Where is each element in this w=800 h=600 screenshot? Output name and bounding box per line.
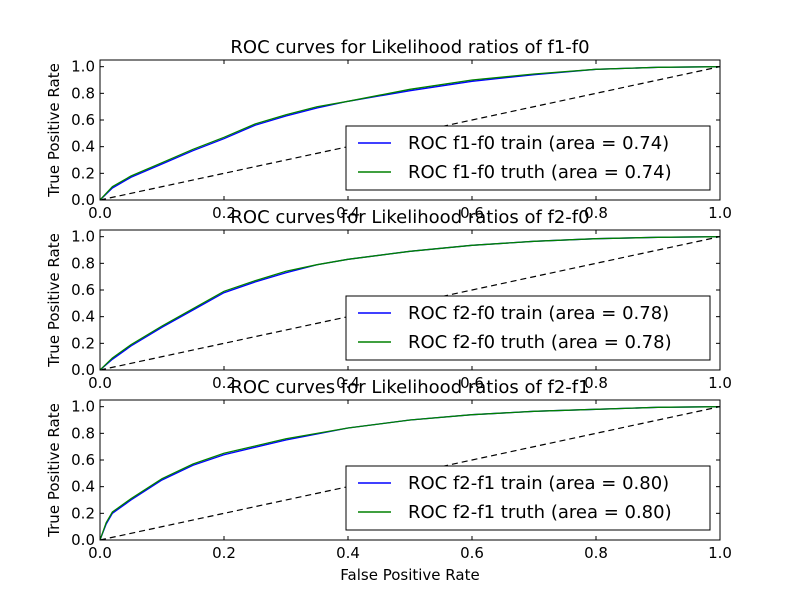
legend: ROC f1-f0 train (area = 0.74) ROC f1-f0 t… xyxy=(345,125,711,191)
y-axis-label: True Positive Rate xyxy=(45,403,63,538)
x-tick-label: 0.0 xyxy=(88,544,112,562)
x-tick-label: 0.6 xyxy=(460,374,484,392)
y-tick-label: 0.8 xyxy=(71,84,95,102)
chart-panel-2: 0.0 0.2 0.4 0.6 0.8 1.0 0.0 0.2 0.4 0.6 0.8 1.0 True… xyxy=(45,207,732,392)
diagonal-reference-line xyxy=(100,406,720,540)
y-tick-label: 1.0 xyxy=(71,398,95,416)
y-tick-label: 0.4 xyxy=(71,478,95,496)
x-tick-label: 0.6 xyxy=(460,204,484,222)
x-tick-label: 0.0 xyxy=(88,374,112,392)
y-tick-label: 0.8 xyxy=(71,254,95,272)
legend-label-train: ROC f2-f0 train (area = 0.78) xyxy=(408,303,669,324)
axes-frame xyxy=(99,59,721,201)
legend-label-truth: ROC f2-f1 truth (area = 0.80) xyxy=(408,502,672,523)
chart-panel-1: 0.0 0.2 0.4 0.6 0.8 1.0 0.0 0.2 0.4 0.6 0.8 1.0 True… xyxy=(45,37,732,222)
series-line-truth xyxy=(100,406,720,540)
legend-label-truth: ROC f2-f0 truth (area = 0.78) xyxy=(408,332,672,353)
y-axis-label: True Positive Rate xyxy=(45,63,63,198)
plot-content xyxy=(100,236,720,370)
y-tick-label: 0.4 xyxy=(71,138,95,156)
legend: ROC f2-f1 train (area = 0.80) ROC f2-f1 t… xyxy=(345,465,711,531)
x-tick-label: 0.2 xyxy=(212,204,236,222)
series-line-truth xyxy=(100,66,720,200)
series-line-truth xyxy=(100,236,720,370)
legend-label-truth: ROC f1-f0 truth (area = 0.74) xyxy=(408,162,672,183)
y-tick-label: 1.0 xyxy=(71,58,95,76)
x-tick-label: 0.4 xyxy=(336,204,360,222)
y-tick-label: 0.0 xyxy=(71,191,95,209)
plot-content xyxy=(100,406,720,540)
x-axis-label: False Positive Rate xyxy=(340,566,479,584)
diagonal-reference-line xyxy=(100,236,720,370)
x-tick-label: 1.0 xyxy=(708,374,732,392)
x-tick-label: 1.0 xyxy=(708,204,732,222)
x-tick-label: 0.8 xyxy=(584,544,608,562)
legend-label-train: ROC f1-f0 train (area = 0.74) xyxy=(408,133,669,154)
legend-box xyxy=(345,295,711,361)
legend-box xyxy=(345,125,711,191)
diagonal-reference-line xyxy=(100,66,720,200)
y-tick-label: 0.0 xyxy=(71,531,95,549)
legend: ROC f2-f0 train (area = 0.78) ROC f2-f0 t… xyxy=(345,295,711,361)
y-tick-label: 0.8 xyxy=(71,424,95,442)
legend-label-train: ROC f2-f1 train (area = 0.80) xyxy=(408,473,669,494)
chart-title: ROC curves for Likelihood ratios of f1-f… xyxy=(230,37,589,58)
y-tick-label: 0.6 xyxy=(71,281,95,299)
plot-content xyxy=(100,66,720,200)
legend-box xyxy=(345,465,711,531)
y-tick-label: 0.2 xyxy=(71,334,95,352)
chart-title: ROC curves for Likelihood ratios of f2-f… xyxy=(230,377,589,398)
y-tick-label: 0.4 xyxy=(71,308,95,326)
x-tick-label: 0.2 xyxy=(212,544,236,562)
x-tick-label: 1.0 xyxy=(708,544,732,562)
x-tick-label: 0.0 xyxy=(88,204,112,222)
axes-frame xyxy=(99,399,721,541)
axes-frame xyxy=(99,229,721,371)
x-tick-label: 0.4 xyxy=(336,374,360,392)
chart-panel-3: 0.0 0.2 0.4 0.6 0.8 1.0 0.0 0.2 0.4 0.6 0.8 1.0 True… xyxy=(45,377,732,584)
chart-title: ROC curves for Likelihood ratios of f2-f… xyxy=(230,207,589,228)
x-tick-label: 0.2 xyxy=(212,374,236,392)
y-axis-label: True Positive Rate xyxy=(45,233,63,368)
y-tick-label: 0.2 xyxy=(71,504,95,522)
x-tick-label: 0.4 xyxy=(336,544,360,562)
y-tick-label: 0.2 xyxy=(71,164,95,182)
y-tick-label: 1.0 xyxy=(71,228,95,246)
y-tick-label: 0.6 xyxy=(71,451,95,469)
x-tick-label: 0.6 xyxy=(460,544,484,562)
y-tick-label: 0.0 xyxy=(71,361,95,379)
x-tick-label: 0.8 xyxy=(584,204,608,222)
y-tick-label: 0.6 xyxy=(71,111,95,129)
x-tick-label: 0.8 xyxy=(584,374,608,392)
